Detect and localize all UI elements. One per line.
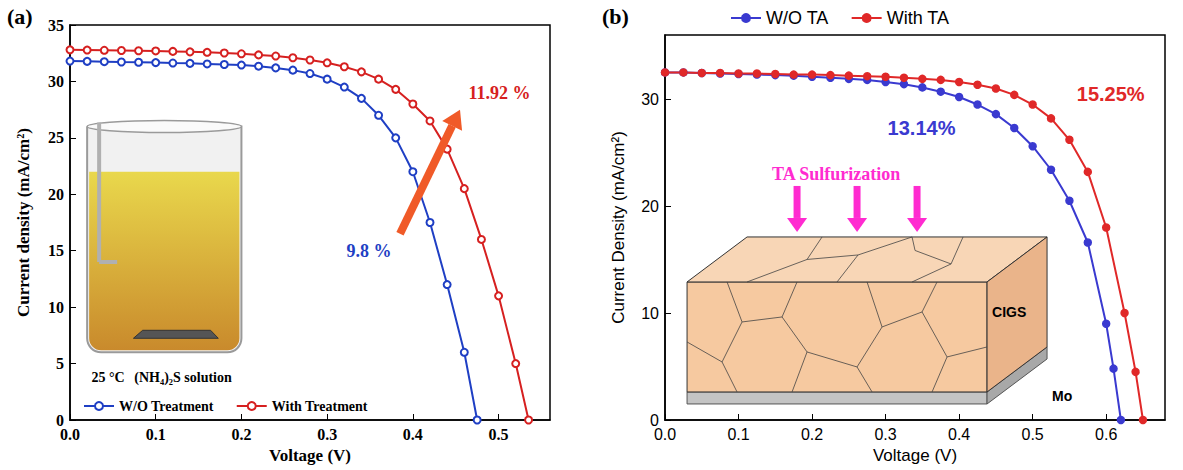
svg-text:15: 15 xyxy=(48,242,64,259)
svg-text:CIGS: CIGS xyxy=(992,304,1026,320)
svg-text:0.0: 0.0 xyxy=(60,426,80,443)
svg-text:0.1: 0.1 xyxy=(727,426,749,443)
svg-text:10: 10 xyxy=(641,305,659,322)
svg-text:0.3: 0.3 xyxy=(317,426,337,443)
svg-text:0.0: 0.0 xyxy=(654,426,676,443)
svg-text:(a): (a) xyxy=(7,4,33,29)
svg-text:13.14%: 13.14% xyxy=(888,117,956,139)
svg-text:(NH₄)₂S solution: (NH₄)₂S solution xyxy=(134,370,232,386)
svg-text:Mo: Mo xyxy=(1052,388,1072,404)
svg-text:TA Sulfurization: TA Sulfurization xyxy=(772,164,900,184)
svg-text:25 °C: 25 °C xyxy=(91,370,124,385)
svg-text:0.2: 0.2 xyxy=(231,426,251,443)
svg-text:0.3: 0.3 xyxy=(874,426,896,443)
svg-text:20: 20 xyxy=(641,198,659,215)
svg-text:30: 30 xyxy=(641,91,659,108)
svg-text:Current density (mA/cm²): Current density (mA/cm²) xyxy=(14,128,33,317)
svg-text:Voltage (V): Voltage (V) xyxy=(269,446,351,465)
svg-text:30: 30 xyxy=(48,73,64,90)
svg-text:(b): (b) xyxy=(602,4,629,29)
svg-text:With Treatment: With Treatment xyxy=(272,399,368,414)
svg-text:0.1: 0.1 xyxy=(146,426,166,443)
svg-text:0: 0 xyxy=(56,411,64,429)
svg-text:25: 25 xyxy=(48,129,64,146)
svg-text:0.4: 0.4 xyxy=(403,426,423,443)
svg-text:9.8 %: 9.8 % xyxy=(346,241,391,261)
svg-text:W/O Treatment: W/O Treatment xyxy=(119,399,214,414)
svg-text:Current Density (mA/cm²): Current Density (mA/cm²) xyxy=(609,131,628,324)
svg-text:0: 0 xyxy=(650,411,659,429)
svg-text:0.2: 0.2 xyxy=(801,426,823,443)
svg-text:20: 20 xyxy=(48,186,64,203)
svg-text:5: 5 xyxy=(56,355,64,372)
svg-text:0.4: 0.4 xyxy=(948,426,970,443)
svg-text:10: 10 xyxy=(48,299,64,316)
svg-text:With TA: With TA xyxy=(887,8,949,28)
svg-text:0.5: 0.5 xyxy=(489,426,509,443)
svg-text:15.25%: 15.25% xyxy=(1077,83,1145,105)
svg-text:0.6: 0.6 xyxy=(1095,426,1117,443)
svg-text:Voltage (V): Voltage (V) xyxy=(873,446,957,465)
svg-text:0.5: 0.5 xyxy=(1022,426,1044,443)
svg-text:35: 35 xyxy=(48,17,64,34)
svg-text:11.92 %: 11.92 % xyxy=(469,83,531,103)
svg-text:W/O TA: W/O TA xyxy=(766,8,828,28)
